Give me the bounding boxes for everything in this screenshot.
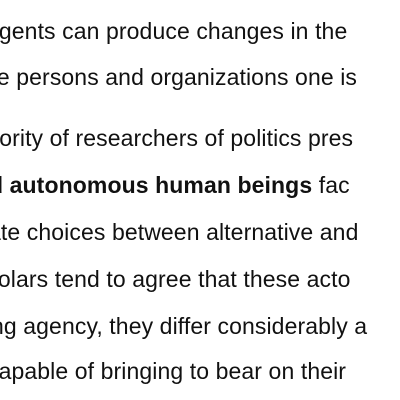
text-line-5: ate choices between alternative and: [0, 219, 359, 245]
text-line-2: ne persons and organizations one is: [0, 64, 358, 90]
text-line-6: holars tend to agree that these acto: [0, 266, 351, 292]
text-line-7: ng agency, they differ considerably a: [0, 313, 368, 339]
text-line-4-rest: fac: [312, 172, 350, 198]
text-line-4: d autonomous human beings fac: [0, 170, 350, 200]
text-line-1: agents can produce changes in the: [0, 18, 348, 44]
bold-phrase: d autonomous human beings: [0, 172, 313, 198]
text-line-8: capable of bringing to bear on their: [0, 358, 347, 384]
text-line-3: jority of researchers of politics pres: [0, 125, 354, 151]
